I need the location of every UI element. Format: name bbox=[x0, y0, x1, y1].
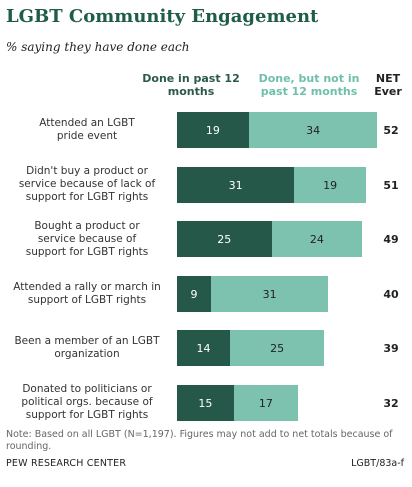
bar-not-past-12-months bbox=[233, 384, 298, 421]
value-label-past-12-months: 31 bbox=[228, 178, 243, 192]
value-label-not-past-12-months: 31 bbox=[262, 287, 277, 301]
bar-past-12-months bbox=[177, 221, 272, 257]
value-label-not-past-12-months: 25 bbox=[270, 342, 285, 355]
category-label: Attended a rally or march in support of L… bbox=[13, 280, 161, 306]
net-value: 39 bbox=[383, 342, 399, 355]
chart-note: Note: Based on all LGBT (N=1,197). Figur… bbox=[6, 429, 393, 452]
value-label-past-12-months: 19 bbox=[205, 124, 220, 137]
chart-title: LGBT Community Engagement bbox=[6, 6, 319, 27]
value-label-not-past-12-months: 17 bbox=[258, 396, 273, 410]
chart-subtitle: % saying they have done each bbox=[6, 40, 190, 54]
net-value: 40 bbox=[383, 287, 399, 301]
value-label-past-12-months: 15 bbox=[198, 396, 213, 410]
net-value: 32 bbox=[383, 396, 399, 410]
legend-not-past-12-months: Done, but not in past 12 months bbox=[258, 72, 360, 98]
bar-not-past-12-months bbox=[294, 166, 366, 203]
bar-past-12-months bbox=[177, 384, 234, 421]
bar-not-past-12-months bbox=[248, 112, 378, 148]
net-ever-header: NET Ever bbox=[374, 72, 402, 98]
category-label: Attended an LGBT pride event bbox=[39, 117, 135, 142]
net-value: 49 bbox=[383, 233, 399, 246]
value-label-past-12-months: 9 bbox=[190, 287, 198, 301]
category-label: Been a member of an LGBT organization bbox=[14, 335, 160, 360]
category-label: Donated to politicians or political orgs.… bbox=[21, 383, 153, 421]
net-value: 51 bbox=[383, 178, 399, 192]
value-label-past-12-months: 14 bbox=[196, 342, 211, 355]
bar-past-12-months bbox=[177, 112, 249, 148]
value-label-past-12-months: 25 bbox=[217, 233, 232, 246]
bar-not-past-12-months bbox=[211, 275, 329, 312]
net-value: 52 bbox=[383, 124, 399, 137]
bar-past-12-months bbox=[177, 166, 295, 203]
value-label-not-past-12-months: 34 bbox=[306, 124, 321, 137]
category-label: Bought a product or service because of sup… bbox=[25, 219, 149, 258]
legend-past-12-months: Done in past 12 months bbox=[142, 72, 240, 98]
category-label: Didn't buy a product or service because o… bbox=[18, 165, 156, 203]
value-label-not-past-12-months: 19 bbox=[323, 178, 338, 192]
bar-past-12-months bbox=[177, 330, 230, 366]
report-code: LGBT/83a-f bbox=[351, 458, 404, 469]
source-label: PEW RESEARCH CENTER bbox=[6, 458, 127, 469]
bar-past-12-months bbox=[177, 275, 212, 312]
bar-not-past-12-months bbox=[271, 221, 363, 257]
bar-not-past-12-months bbox=[229, 330, 325, 366]
value-label-not-past-12-months: 24 bbox=[309, 233, 324, 246]
